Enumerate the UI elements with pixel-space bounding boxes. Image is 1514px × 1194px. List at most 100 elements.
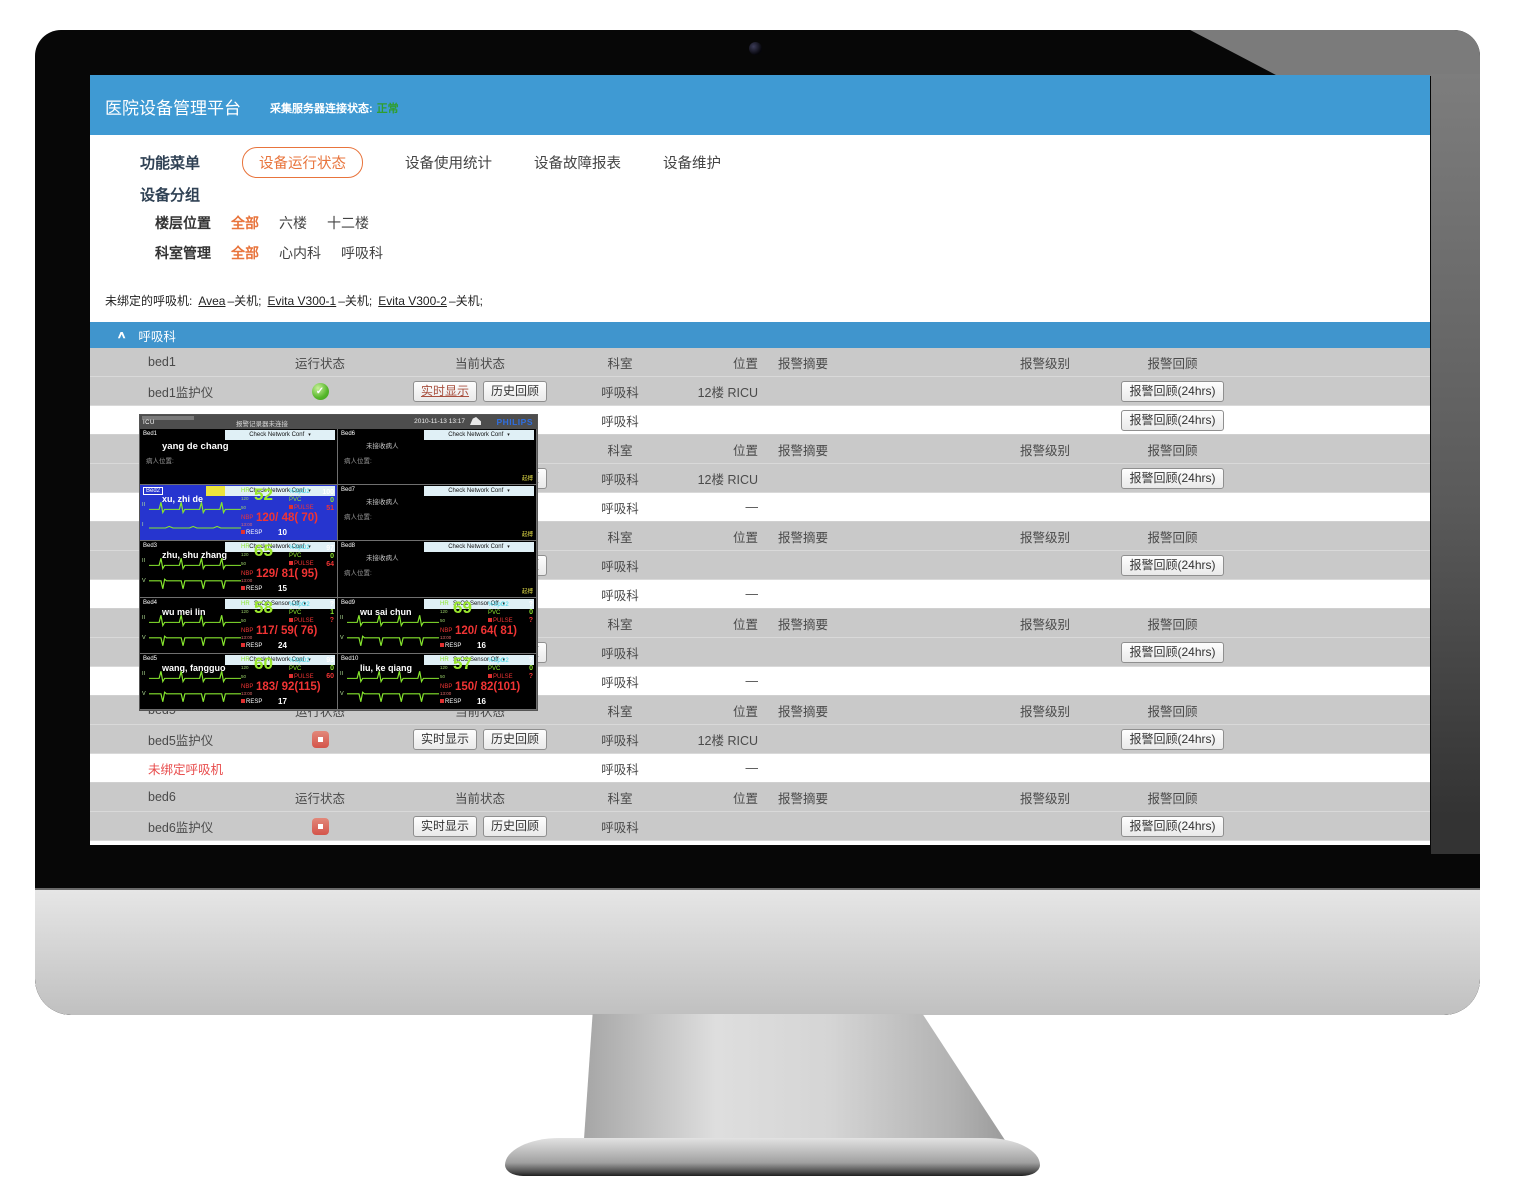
main-nav: 功能菜单 设备运行状态 设备使用统计 设备故障报表 设备维护 [140, 146, 722, 178]
history-review-button[interactable]: 历史回顾 [483, 815, 548, 837]
vitals-panel: HR 120 50 57 %SpO2? PVC 0 PULSE? NBP 13:0… [440, 654, 533, 707]
imac-bezel: 医院设备管理平台 采集服务器连接状态: 正常 功能菜单 设备运行状态 设备使用统计… [35, 30, 1480, 1015]
device-dept: 呼吸科 [601, 559, 639, 574]
floor-option-all[interactable]: 全部 [231, 215, 259, 231]
dept-option-respiratory[interactable]: 呼吸科 [341, 245, 383, 261]
dept-option-all[interactable]: 全部 [231, 245, 259, 261]
monitor-cell-bed7: Bed7 Check Network Conf ▾ 未接收病人 病人位置: 起搏 [338, 485, 537, 542]
col-run-status: 运行状态 [294, 791, 345, 806]
nbp-value: 183/ 92(115) [256, 680, 321, 693]
nbp-time: 13:00 [241, 522, 253, 528]
floor-option-12f[interactable]: 十二楼 [327, 215, 369, 231]
alarm-review-24hrs-button[interactable]: 报警回顾(24hrs) [1121, 380, 1224, 402]
bed-id: Bed5 [143, 655, 158, 662]
spo2-sensor-off-dropdown[interactable]: SpO2 Sensor Off ▾ [225, 598, 335, 609]
monitor-cell-bed1: Bed1 Check Network Conf ▾ yang de chang 病… [140, 429, 338, 486]
col-dept: 科室 [607, 530, 633, 545]
history-review-button[interactable]: 历史回顾 [483, 380, 548, 402]
network-conf-dropdown[interactable]: Check Network Conf ▾ [424, 430, 534, 440]
alarm-review-24hrs-button[interactable]: 报警回顾(24hrs) [1121, 467, 1224, 489]
chevron-down-icon: ▾ [507, 488, 510, 495]
spo2-sensor-off-dropdown[interactable]: SpO2 Sensor Off ▾ [424, 654, 534, 665]
imac-stand-neck [583, 1014, 1007, 1142]
network-conf-dropdown[interactable]: Check Network Conf ▾ [424, 486, 534, 497]
network-conf-dropdown[interactable]: Check Network Conf ▾ [225, 654, 335, 665]
network-conf-dropdown[interactable]: Check Network Conf ▾ [424, 542, 534, 553]
monitor-datetime: 2010-11-13 13:17 [414, 418, 465, 425]
alarm-review-24hrs-button[interactable]: 报警回顾(24hrs) [1121, 554, 1224, 576]
ecg-waveform [148, 612, 242, 628]
monitor-cell-bed6: Bed6 Check Network Conf ▾ 未接收病人 病人位置: 起搏 [338, 429, 537, 486]
monitor-cell-bed2: Bed2 * End Irregular HR Check Network Co… [140, 485, 338, 542]
dropdown-value: Check Network Conf [448, 432, 504, 438]
realtime-display-button[interactable]: 实时显示 [412, 728, 477, 750]
unbound-ventilator-label: 未绑定呼吸机 [148, 762, 224, 777]
network-conf-dropdown[interactable]: Check Network Conf ▾ [225, 430, 335, 440]
dept-option-cardiology[interactable]: 心内科 [279, 245, 321, 261]
dropdown-value: Check Network Conf [448, 488, 504, 495]
monitor-cell-bed10: Bed10 SpO2 Sensor Off ▾ liu, ke qiang II … [338, 653, 537, 710]
pulse-label: PULSE [289, 618, 314, 624]
realtime-display-button[interactable]: 实时显示 [412, 380, 477, 402]
hr-label: HR [241, 488, 250, 495]
history-review-button[interactable]: 历史回顾 [483, 728, 548, 750]
pulse-value: 60 [326, 673, 334, 681]
monitor-cell-bed3: Bed3 Check Network Conf ▾ zhu, shu zhang … [140, 541, 338, 598]
col-dept: 科室 [607, 791, 633, 806]
spo2-sensor-off-dropdown[interactable]: SpO2 Sensor Off ▾ [424, 598, 534, 609]
device-name: bed5监护仪 [148, 733, 214, 748]
bed-name: bed6 [148, 790, 176, 804]
dropdown-value: Check Network Conf [249, 544, 305, 551]
floor-option-6f[interactable]: 六楼 [279, 215, 307, 231]
device-location: 12楼 RICU [697, 385, 758, 400]
network-conf-dropdown[interactable]: Check Network Conf ▾ [225, 542, 335, 553]
spo2-value: 97 [326, 544, 334, 552]
vitals-panel: HR 120 50 65 %SpO2 97 PVC 0 PULSE 64 NBP 13… [241, 541, 334, 594]
pulse-label: PULSE [289, 561, 314, 567]
col-dept: 科室 [607, 356, 633, 371]
pvc-label: PVC [488, 609, 501, 616]
tab-device-running-status[interactable]: 设备运行状态 [242, 146, 364, 178]
realtime-display-button[interactable]: 实时显示 [412, 815, 477, 837]
tab-device-fault-report[interactable]: 设备故障报表 [534, 155, 622, 172]
no-patient-text: 未接收病人 [366, 499, 399, 507]
resp-label: RESP [440, 643, 461, 649]
hr-high-limit: 120 [241, 496, 249, 502]
bed-header-row: bed6 运行状态 当前状态 科室 位置 报警摘要 报警级别 报警回顾 [90, 783, 1430, 812]
ventilator-dept: 呼吸科 [601, 762, 639, 777]
hr-label: HR [440, 656, 449, 663]
monitor-row: bed1监护仪 实时显示 历史回顾 呼吸科 12楼 RICU 报警回顾(24hr… [90, 377, 1430, 406]
hr-high-limit: 120 [440, 664, 448, 670]
ventilator-link-avea[interactable]: Avea [198, 294, 226, 308]
ventilator-dept: 呼吸科 [601, 414, 639, 429]
alarm-review-24hrs-button[interactable]: 报警回顾(24hrs) [1121, 728, 1224, 750]
alarm-review-24hrs-button[interactable]: 报警回顾(24hrs) [1121, 409, 1224, 431]
col-run-status: 运行状态 [294, 356, 345, 371]
collapse-chevron-up-icon[interactable]: ∧ [116, 329, 127, 341]
tab-device-usage-stats[interactable]: 设备使用统计 [405, 155, 493, 172]
chevron-down-icon: ▾ [502, 656, 506, 663]
col-location: 位置 [732, 530, 758, 545]
col-dept: 科室 [607, 443, 633, 458]
alarm-review-24hrs-button[interactable]: 报警回顾(24hrs) [1121, 815, 1224, 837]
spo2-label: %SpO2 [289, 601, 310, 608]
hr-value: 52 [254, 485, 273, 505]
resp-value: 24 [278, 640, 287, 650]
alarm-review-24hrs-button[interactable]: 报警回顾(24hrs) [1121, 641, 1224, 663]
spo2-value: ? [528, 601, 533, 609]
ecg-waveform [148, 689, 242, 705]
ventilator-link-evita-v300-1[interactable]: Evita V300-1 [267, 294, 337, 308]
bezel-reflection [1190, 30, 1480, 76]
pulse-label: PULSE [289, 674, 314, 680]
network-conf-dropdown[interactable]: Check Network Conf ▾ [225, 486, 335, 497]
ecg-waveform [346, 668, 440, 684]
monitor-titlebar-smallprint [142, 416, 194, 420]
pacing-label: 起搏 [521, 588, 533, 595]
tab-device-maintenance[interactable]: 设备维护 [663, 155, 722, 172]
col-alarm-summary: 报警摘要 [778, 356, 829, 371]
ventilator-link-evita-v300-2[interactable]: Evita V300-2 [378, 294, 447, 308]
col-location: 位置 [732, 617, 758, 632]
section-bar-respiratory[interactable]: ∧ 呼吸科 [90, 322, 1430, 348]
device-location: 12楼 RICU [697, 472, 758, 487]
col-location: 位置 [732, 443, 758, 458]
